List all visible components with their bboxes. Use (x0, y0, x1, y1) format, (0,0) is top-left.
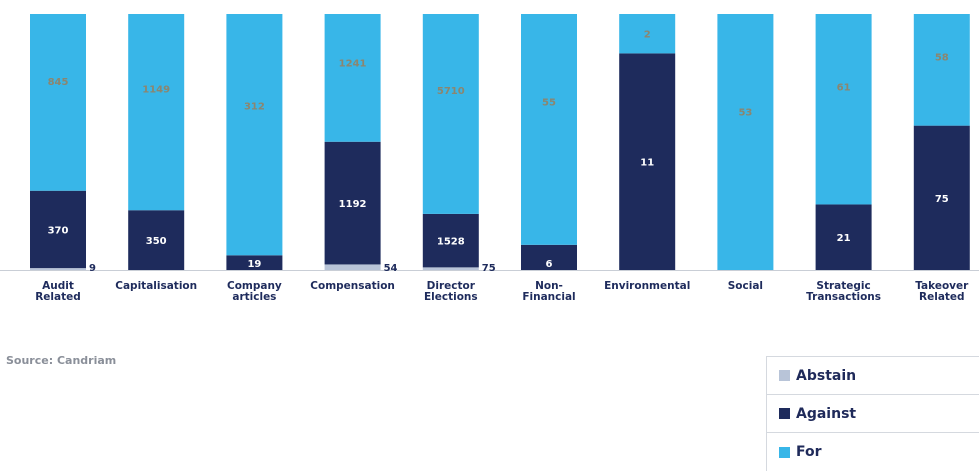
data-label-abstain: 9 (89, 263, 96, 274)
legend-item-for: For (767, 433, 979, 471)
bar-segment-against (521, 244, 577, 270)
data-label-for: 61 (837, 82, 851, 93)
bar-segment-against (422, 213, 479, 268)
data-label-for: 55 (542, 98, 556, 109)
legend-label: For (796, 444, 822, 460)
source-note: Source: Candriam (6, 354, 117, 367)
legend-swatch-abstain (779, 370, 790, 381)
data-label-against: 11 (640, 158, 654, 169)
bar-segment-for (815, 14, 872, 205)
category-label: Capitalisation (115, 280, 197, 292)
legend-swatch-against (779, 408, 790, 419)
legend-item-against: Against (767, 395, 979, 433)
category-label: Director (427, 280, 476, 292)
category-label: Environmental (604, 280, 690, 292)
bar-segment-against (913, 125, 970, 270)
legend-swatch-for (779, 446, 790, 458)
legend: Abstain Against For (766, 356, 979, 471)
bar-segment-for (422, 14, 479, 214)
data-label-against: 350 (146, 236, 167, 247)
data-label-against: 6 (546, 259, 553, 270)
stacked-bar-chart: 9370845AuditRelated3501149Capitalisation… (0, 14, 979, 303)
bar-segment-for (717, 14, 774, 270)
data-label-for: 2 (644, 30, 651, 41)
data-label-for: 312 (244, 102, 265, 113)
category-label: Related (919, 291, 965, 303)
data-label-for: 845 (48, 77, 69, 88)
category-label: Transactions (806, 291, 881, 303)
category-label: Strategic (816, 280, 870, 292)
bar-segment-for (226, 14, 283, 256)
category-label: Financial (522, 291, 575, 303)
data-label-abstain: 54 (384, 263, 398, 274)
bar-segment-abstain (324, 264, 381, 270)
bar-segment-for (128, 14, 185, 211)
data-label-abstain: 75 (482, 263, 496, 274)
data-label-for: 58 (935, 52, 949, 63)
data-label-against: 1528 (437, 237, 465, 248)
legend-label: Against (796, 405, 857, 422)
category-label: Non- (535, 280, 563, 292)
bar-segment-for (913, 14, 970, 126)
data-label-against: 370 (48, 225, 69, 236)
bar-segment-abstain (422, 267, 479, 270)
bar-segment-for (324, 14, 381, 142)
bar-segment-for (30, 14, 86, 191)
category-label: Company (227, 280, 282, 292)
bar-segment-against (815, 204, 872, 270)
bar-segment-for (619, 14, 676, 54)
legend-item-abstain: Abstain (767, 357, 979, 395)
category-label: articles (232, 291, 276, 303)
bar-segment-for (521, 14, 577, 245)
data-label-for: 1149 (142, 85, 170, 96)
category-label: Audit (42, 280, 74, 292)
data-label-against: 75 (935, 194, 949, 205)
bar-segment-against (324, 141, 381, 265)
data-label-against: 19 (247, 259, 261, 270)
data-label-for: 1241 (339, 59, 367, 70)
bar-segment-against (226, 255, 283, 270)
category-label: Compensation (310, 280, 395, 292)
bar-segment-abstain (30, 268, 86, 270)
data-label-against: 1192 (339, 199, 367, 210)
data-label-against: 21 (837, 233, 851, 244)
legend-label: Abstain (796, 367, 857, 384)
data-label-for: 53 (738, 107, 752, 118)
data-label-for: 5710 (437, 86, 465, 97)
bar-segment-against (619, 53, 676, 271)
bar-segment-against (30, 190, 86, 269)
category-label: Social (728, 280, 763, 292)
category-label: Related (35, 291, 81, 303)
category-label: Elections (424, 291, 478, 303)
category-label: Takeover (915, 280, 969, 292)
bar-segment-against (128, 210, 185, 270)
